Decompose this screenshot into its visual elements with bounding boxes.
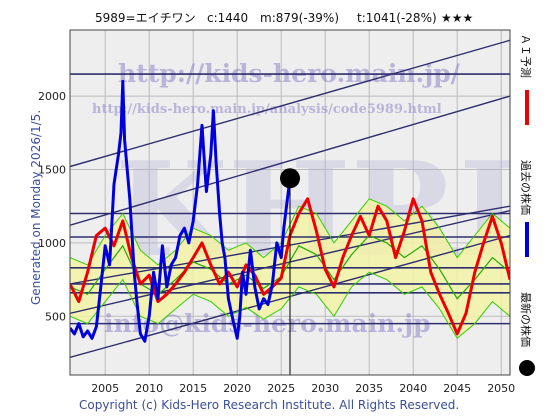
legend: ＡＩ予測 過去の株価 最新の株価	[519, 34, 535, 376]
legend-label-ai-forecast: ＡＩ予測	[519, 34, 533, 78]
x-tick-label: 2015	[179, 382, 207, 395]
legend-swatch-latest-price	[519, 360, 535, 376]
x-tick-label: 2005	[91, 382, 119, 395]
chart-header: 5989=エイチワン c:1440 m:879(-39%) t:1041(-28…	[95, 11, 473, 25]
x-tick-label: 2010	[135, 382, 163, 395]
latest-marker-layer	[280, 168, 300, 375]
midterm-target-label: m:879(-39%)	[260, 11, 339, 25]
y-tick-label: 2000	[38, 90, 66, 103]
channel-line	[70, 39, 510, 168]
x-tick-label: 2025	[267, 382, 295, 395]
rating-stars: ★★★	[441, 11, 473, 25]
copyright-footer: Copyright (c) Kids-Hero Research Institu…	[79, 398, 459, 412]
y-tick-label: 1500	[38, 163, 66, 176]
grid-layer	[70, 30, 510, 375]
x-axis-ticks: 2005 2010 2015 2020 2025 2030 2035 2040 2045 2050	[91, 382, 515, 395]
generated-date-label: Generated on Monday 2026/1/5.	[29, 110, 43, 305]
code-name-label: 5989=エイチワン	[95, 11, 196, 25]
x-tick-label: 2040	[399, 382, 427, 395]
latest-price-marker	[280, 168, 300, 189]
y-tick-label: 1000	[38, 237, 66, 250]
past-price-line	[70, 79, 292, 343]
y-tick-label: 500	[45, 310, 66, 323]
channel-line	[70, 95, 510, 226]
x-tick-label: 2035	[355, 382, 383, 395]
x-tick-label: 2045	[443, 382, 471, 395]
x-tick-label: 2050	[487, 382, 515, 395]
target-price-label: t:1041(-28%)	[357, 11, 437, 25]
y-axis-ticks: 500 1000 1500 2000	[38, 90, 66, 323]
x-tick-label: 2030	[311, 382, 339, 395]
legend-label-past-price: 過去の株価	[519, 160, 533, 215]
plot-border	[69, 29, 511, 376]
current-price-label: c:1440	[207, 11, 248, 25]
legend-label-latest-price: 最新の株価	[519, 292, 533, 347]
x-tick-label: 2020	[223, 382, 251, 395]
